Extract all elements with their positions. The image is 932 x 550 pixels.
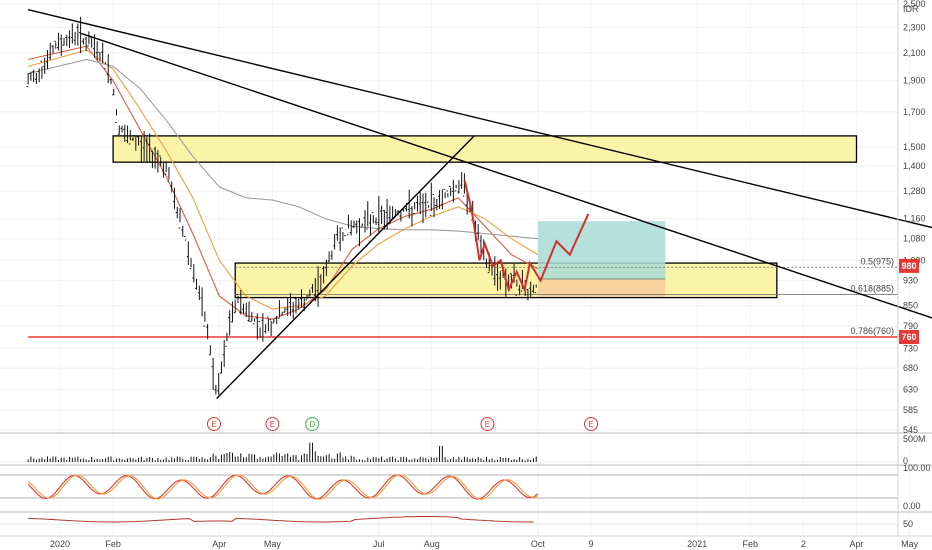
stoch-d-line — [27, 474, 539, 500]
trend-line[interactable] — [81, 32, 932, 337]
volume-scale-label: 0 — [903, 456, 908, 466]
stoch-scale-label: 100.00 — [903, 463, 931, 473]
trend-line[interactable] — [27, 8, 932, 242]
price-tick-label: 790 — [903, 321, 918, 331]
event-marker-letter: D — [309, 420, 315, 429]
price-tick-label: 1,080 — [903, 234, 926, 244]
time-tick-label: Jul — [373, 539, 385, 549]
time-tick-label: Apr — [212, 539, 226, 549]
time-tick-label: Aug — [424, 539, 440, 549]
price-tag — [899, 258, 919, 273]
time-tick-label: Oct — [531, 539, 546, 549]
price-tick-label: 2,500 — [903, 0, 926, 9]
event-marker[interactable]: D — [305, 417, 320, 431]
price-tick-label: 1,160 — [903, 214, 926, 224]
fibonacci-levels[interactable]: 0.5(975) 0.618(885) 0.786(760) — [28, 256, 898, 338]
event-marker-circle — [480, 417, 495, 431]
event-marker-letter: E — [588, 420, 593, 429]
time-tick-label: Feb — [105, 539, 121, 549]
trend-lines[interactable] — [27, 8, 932, 399]
time-tick-label: 2 — [801, 539, 806, 549]
time-tick-label: Apr — [849, 539, 863, 549]
event-marker[interactable]: E — [584, 417, 598, 431]
stop-zone[interactable] — [537, 279, 666, 297]
currency-label: IDR — [903, 4, 919, 14]
price-tick-label: 680 — [903, 363, 918, 373]
event-marker-letter: E — [211, 420, 216, 429]
price-tag-label: 760 — [901, 332, 916, 342]
projection-path[interactable] — [463, 180, 590, 294]
price-tags: 980 760 — [899, 258, 919, 345]
fib-level-label: 0.618(885) — [850, 283, 894, 293]
event-marker-letter: E — [270, 420, 275, 429]
stochastic-panel: 100.00 0.00 — [0, 463, 932, 511]
price-axis[interactable]: IDR 2,500 2,300 2,100 1,900 1,700 1,500 1,400 1… — [897, 0, 926, 536]
price-tick-label: 630 — [903, 384, 918, 394]
price-tick-label: 1,400 — [903, 161, 926, 171]
event-marker-circle — [206, 417, 221, 431]
price-tick-label: 2,100 — [903, 48, 926, 58]
chart-gridlines — [0, 0, 911, 536]
price-tick-label: 730 — [903, 343, 918, 353]
time-tick-label: Feb — [743, 539, 759, 549]
time-tick-label: 9 — [588, 539, 593, 549]
long-position-box[interactable] — [537, 221, 666, 297]
volume-panel: 500M 0 — [0, 432, 932, 466]
moving-average-line — [27, 58, 538, 240]
event-marker[interactable]: E — [480, 417, 495, 431]
price-tick-label: 1,500 — [903, 142, 926, 152]
target-zone[interactable] — [537, 221, 666, 280]
event-marker-circle — [305, 417, 320, 431]
event-marker-circle — [265, 417, 280, 431]
fib-level-label: 0.786(760) — [850, 326, 894, 336]
rsi-panel: 50 — [0, 511, 932, 529]
volume-scale-label: 500M — [903, 434, 926, 444]
rsi-line — [28, 516, 534, 523]
fib-level-label: 0.5(975) — [860, 256, 894, 266]
price-tag — [899, 330, 919, 345]
price-tag-label: 980 — [901, 261, 916, 271]
price-projection[interactable] — [463, 180, 590, 294]
time-tick-label: 2020 — [50, 539, 70, 549]
event-marker[interactable]: E — [265, 417, 280, 431]
price-tick-label: 1,900 — [903, 76, 926, 86]
moving-average-line — [27, 45, 539, 320]
price-tick-label: 1,280 — [903, 186, 926, 196]
price-zone[interactable] — [112, 135, 858, 163]
price-tick-label: 1,700 — [903, 107, 926, 117]
price-tick-label: 930 — [903, 276, 918, 286]
price-tick-label: 2,300 — [903, 22, 926, 32]
stoch-scale-label: 0.00 — [903, 501, 921, 511]
price-tick-label: 585 — [903, 405, 918, 415]
time-tick-label: May — [901, 539, 919, 549]
event-marker-circle — [584, 417, 598, 431]
rsi-scale-label: 50 — [903, 519, 913, 529]
price-tick-label: 545 — [903, 425, 918, 435]
trend-line[interactable] — [216, 135, 475, 399]
time-axis[interactable]: 2020FebAprMayJulAugOct92021Feb2AprMayJun — [0, 535, 932, 549]
event-marker[interactable]: E — [206, 417, 221, 431]
time-tick-label: May — [264, 539, 282, 549]
price-tick-label: 850 — [903, 301, 918, 311]
event-marker-letter: E — [485, 420, 490, 429]
time-tick-label: 2021 — [687, 539, 707, 549]
